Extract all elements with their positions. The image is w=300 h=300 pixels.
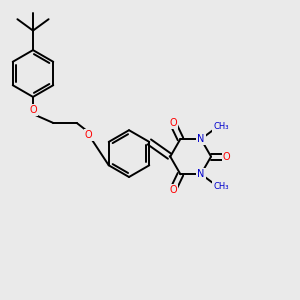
Text: CH₃: CH₃ [213, 182, 229, 191]
Text: N: N [197, 169, 205, 179]
Text: O: O [169, 118, 177, 128]
Text: O: O [85, 130, 93, 140]
Text: O: O [223, 152, 230, 162]
Text: O: O [169, 185, 177, 195]
Text: O: O [29, 105, 37, 116]
Text: N: N [197, 134, 205, 144]
Text: CH₃: CH₃ [213, 122, 229, 131]
